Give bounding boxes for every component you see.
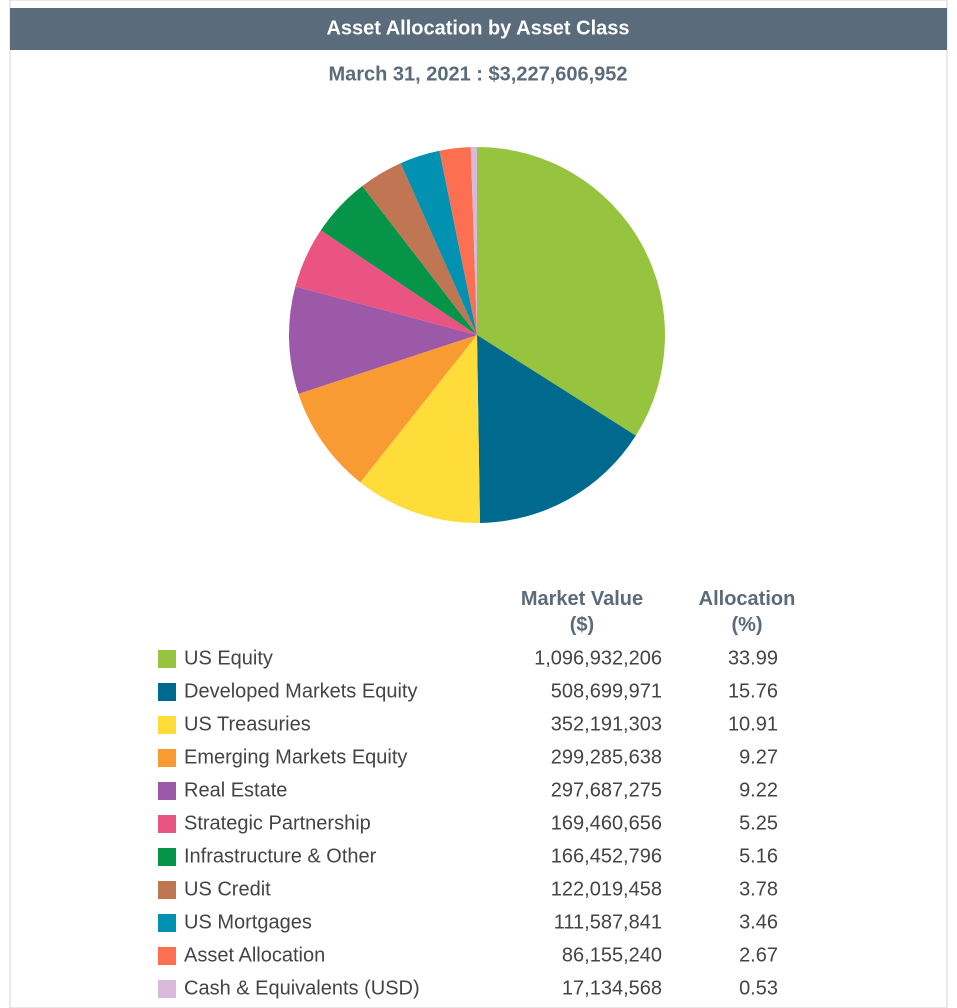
legend-swatch <box>158 782 176 800</box>
legend-label: US Credit <box>184 878 271 900</box>
pie <box>288 147 665 523</box>
legend-swatch <box>158 980 176 998</box>
allocation: 9.22 <box>739 779 778 801</box>
legend-label: Emerging Markets Equity <box>184 746 407 768</box>
market-value: 86,155,240 <box>562 944 662 966</box>
allocation: 10.91 <box>728 713 778 735</box>
market-value: 508,699,971 <box>551 680 662 702</box>
column-header: Allocation (%) <box>699 588 796 636</box>
allocation: 33.99 <box>728 647 778 669</box>
market-value: 111,587,841 <box>554 911 662 933</box>
pie-slice <box>477 335 636 523</box>
legend-label: Real Estate <box>184 779 287 801</box>
market-value: 166,452,796 <box>551 845 662 867</box>
allocation: 15.76 <box>728 680 778 702</box>
legend-swatch <box>158 683 176 701</box>
legend-swatch <box>158 716 176 734</box>
chart-title: Asset Allocation by Asset Class <box>326 17 629 39</box>
market-value: 17,134,568 <box>562 977 662 999</box>
allocation: 9.27 <box>739 746 778 768</box>
allocation: 5.16 <box>739 845 778 867</box>
market-value: 122,019,458 <box>551 878 662 900</box>
legend-label: Cash & Equivalents (USD) <box>184 977 420 999</box>
legend-swatch <box>158 914 176 932</box>
pie-slice <box>439 147 477 335</box>
pie-slice <box>288 286 477 394</box>
legend-label: US Equity <box>184 647 273 669</box>
legend-swatch <box>158 947 176 965</box>
pie-slice <box>360 335 480 523</box>
legend-label: US Treasuries <box>184 713 311 735</box>
legend-swatch <box>158 815 176 833</box>
market-value: 169,460,656 <box>551 812 662 834</box>
market-value: 299,285,638 <box>551 746 662 768</box>
allocation: 3.78 <box>739 878 778 900</box>
legend-label: Infrastructure & Other <box>184 845 377 867</box>
pie-slice <box>362 163 477 335</box>
legend-swatch <box>158 749 176 767</box>
pie-slice <box>470 147 477 335</box>
legend-label: Developed Markets Equity <box>184 680 417 702</box>
legend-swatch <box>158 848 176 866</box>
allocation: 0.53 <box>739 977 778 999</box>
pie-slice <box>400 150 477 335</box>
chart-subtitle: March 31, 2021 : $3,227,606,952 <box>328 63 627 85</box>
allocation: 3.46 <box>739 911 778 933</box>
legend-label: US Mortgages <box>184 911 312 933</box>
market-value: 1,096,932,206 <box>534 647 662 669</box>
allocation: 5.25 <box>739 812 778 834</box>
legend-label: Asset Allocation <box>184 944 325 966</box>
pie-slice <box>295 230 477 335</box>
pie-slice <box>298 335 477 483</box>
legend-table: Market Value ($) Allocation (%) US Equity 1,0… <box>158 588 795 999</box>
market-value: 352,191,303 <box>551 713 662 735</box>
legend-swatch <box>158 650 176 668</box>
header-bar <box>10 8 947 50</box>
pie-slice <box>477 147 665 436</box>
market-value: 297,687,275 <box>551 779 662 801</box>
column-header: Market Value ($) <box>521 588 643 636</box>
legend-label: Strategic Partnership <box>184 812 371 834</box>
pie-slice <box>320 186 477 335</box>
legend-swatch <box>158 881 176 899</box>
allocation: 2.67 <box>739 944 778 966</box>
